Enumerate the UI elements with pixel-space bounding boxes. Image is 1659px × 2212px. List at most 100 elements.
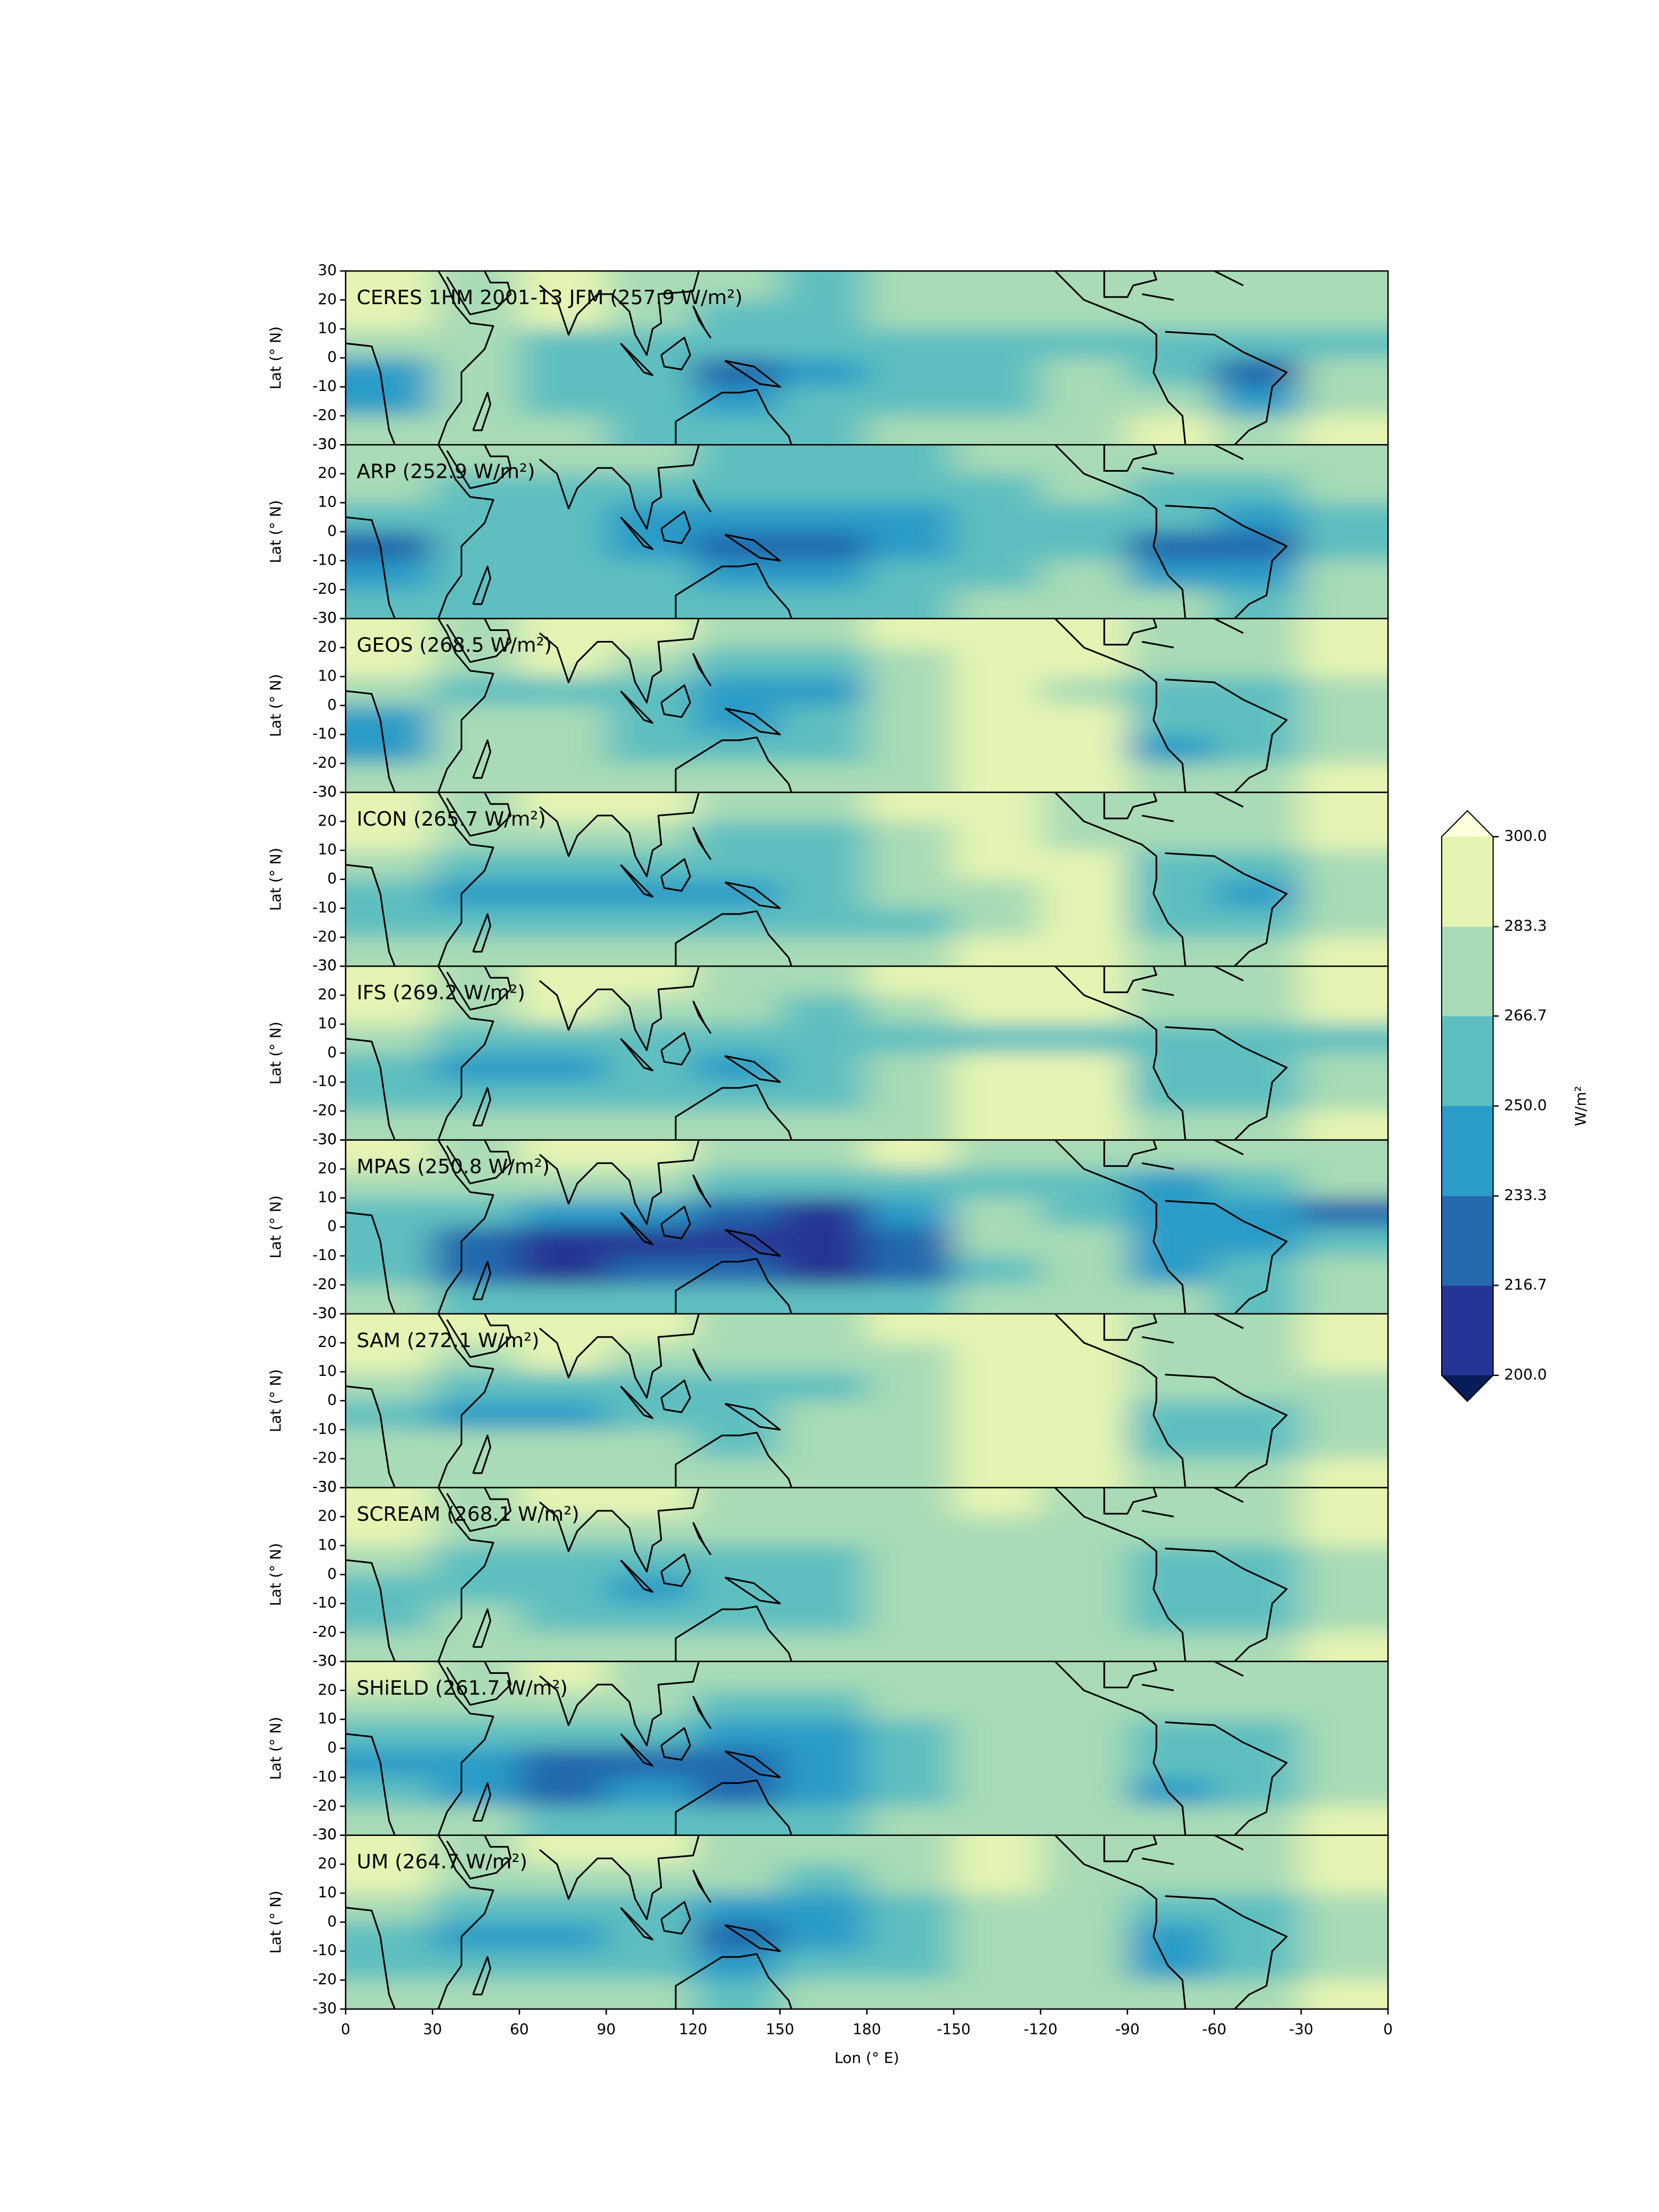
coastline [660, 510, 691, 544]
field-cell [606, 1864, 694, 1894]
field-cell [519, 1893, 607, 1923]
field-cell [1214, 1371, 1302, 1401]
field-cell [1040, 705, 1128, 735]
field-cell [953, 618, 1041, 648]
field-cell [1040, 1748, 1128, 1778]
coastline [724, 1402, 781, 1431]
field-cell [1127, 1256, 1215, 1286]
field-cell [867, 995, 954, 1025]
field-cell [1127, 1980, 1215, 2009]
x-tick-label: -30 [1289, 2021, 1313, 2038]
field-cell [953, 1458, 1041, 1488]
field-cell [519, 705, 607, 735]
colorbar-segment [1442, 1285, 1493, 1375]
field-cell [953, 1748, 1041, 1778]
field-cell [1040, 1922, 1128, 1952]
field-cell [780, 358, 868, 388]
coastline [1165, 852, 1288, 967]
field-cell [346, 705, 434, 735]
field-cell [1214, 763, 1302, 792]
field-cell [1127, 1951, 1215, 1981]
field-cell [346, 387, 434, 416]
field-cell [693, 1343, 781, 1373]
field-cell [606, 1980, 694, 2009]
field-cell [606, 1661, 694, 1691]
field-cell [1127, 1285, 1215, 1314]
y-tick-label: 0 [327, 523, 337, 540]
field-cell [693, 1661, 781, 1691]
field-cell [1301, 966, 1388, 996]
y-axis-label: Lat (° N) [268, 674, 285, 737]
field-cell [953, 1719, 1041, 1749]
field-cell [953, 1574, 1041, 1604]
coastline [1103, 618, 1157, 646]
field-cell [606, 560, 694, 591]
y-axis-label: Lat (° N) [268, 848, 285, 911]
field-cell [1301, 792, 1388, 822]
field-cell [780, 1893, 868, 1923]
y-tick-label: -20 [312, 1797, 337, 1814]
field-cell [953, 560, 1041, 591]
field-cell [1214, 1806, 1302, 1835]
y-tick-label: -10 [312, 1421, 337, 1438]
field-cell [780, 618, 868, 648]
field-cell [1214, 1343, 1302, 1373]
field-cell [1214, 1661, 1302, 1691]
field-cell [780, 1690, 868, 1720]
field-cell [867, 1082, 954, 1112]
coastline [1141, 1858, 1174, 1865]
coastline [660, 1553, 691, 1587]
field-cell [346, 676, 434, 706]
field-cell [346, 1313, 434, 1344]
field-cell [953, 937, 1041, 967]
field-cell [867, 387, 954, 416]
field-cell [519, 1516, 607, 1546]
field-cell [1040, 763, 1128, 792]
field-cell [519, 1024, 607, 1054]
colorbar-tick-label: 250.0 [1504, 1097, 1547, 1114]
field-cell [606, 995, 694, 1025]
field-cell [953, 763, 1041, 792]
colorbar-tick-label: 266.7 [1504, 1007, 1547, 1024]
coastline [346, 1211, 396, 1314]
coastline [446, 1835, 512, 1880]
colorbar-segment [1442, 1016, 1493, 1106]
field-cell [780, 676, 868, 706]
y-tick-label: 10 [318, 494, 337, 511]
field-cell [953, 1661, 1041, 1691]
field-cell [1301, 1168, 1388, 1199]
field-cell [1040, 1400, 1128, 1431]
y-tick-label: -30 [312, 609, 337, 627]
field-cell [606, 1632, 694, 1662]
y-tick-label: -10 [312, 1594, 337, 1611]
field-cell [780, 1748, 868, 1778]
field-cell [1127, 792, 1215, 822]
field-cell [606, 1488, 694, 1517]
field-cell [432, 734, 520, 764]
field-cell [780, 1516, 868, 1546]
field-cell [606, 1806, 694, 1835]
field-cell [519, 1488, 607, 1517]
y-tick-label: 0 [327, 696, 337, 713]
field-cell [693, 503, 781, 533]
y-tick-label: -20 [312, 1276, 337, 1293]
coastline [1054, 792, 1186, 967]
y-tick-label: 30 [318, 783, 337, 800]
colorbar-tick-label: 233.3 [1504, 1187, 1547, 1204]
field-cell [1214, 1256, 1302, 1286]
field-cell [1127, 995, 1215, 1025]
coastline [620, 1385, 654, 1419]
coastline [539, 1140, 700, 1225]
field-cell [519, 1690, 607, 1720]
coastline [446, 1488, 512, 1532]
field-cell [867, 1285, 954, 1314]
field-cell [1040, 1053, 1128, 1083]
field-cell [1127, 1488, 1215, 1517]
colorbar-tick-label: 216.7 [1504, 1276, 1547, 1293]
field-cell [1040, 1516, 1128, 1546]
field-cell [693, 1690, 781, 1720]
field-cell [346, 1256, 434, 1286]
field-cell [519, 1227, 607, 1257]
coastline [620, 517, 654, 550]
coastline [1141, 1336, 1174, 1344]
